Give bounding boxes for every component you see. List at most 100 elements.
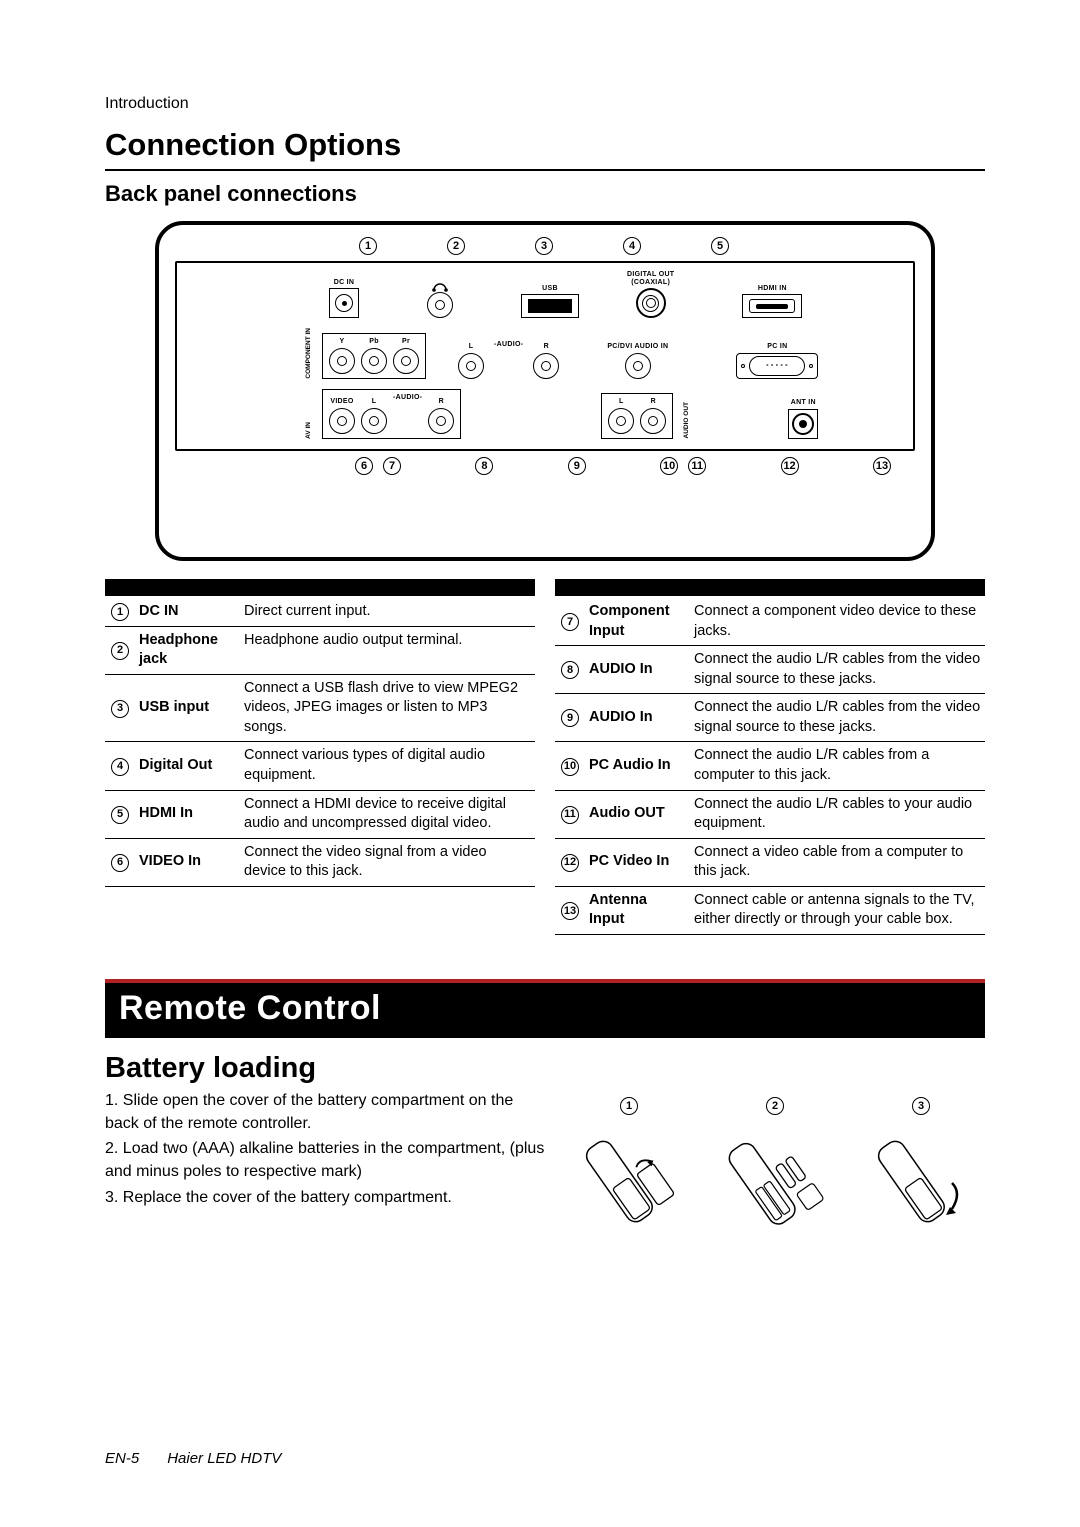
callout-num: 5	[711, 237, 729, 255]
table-row: 5 HDMI InConnect a HDMI device to receive…	[105, 790, 535, 838]
callout-num: 6	[355, 457, 373, 475]
row-num: 12	[561, 854, 579, 872]
callout-num: 2	[447, 237, 465, 255]
row-num: 1	[111, 603, 129, 621]
row-desc: Connect a component video device to thes…	[690, 598, 985, 646]
row-num: 2	[111, 642, 129, 660]
callout-num: 3	[535, 237, 553, 255]
row-desc: Connect a video cable from a computer to…	[690, 838, 985, 886]
battery-steps: 1. Slide open the cover of the battery c…	[105, 1089, 547, 1231]
port-label: R	[651, 398, 656, 406]
callout-num: 10	[660, 457, 678, 475]
callout-num: 9	[568, 457, 586, 475]
hdmi-port	[742, 294, 802, 318]
row-desc: Connect the audio L/R cables to your aud…	[690, 790, 985, 838]
av-ports: VIDEO L -AUDIO- R	[322, 389, 461, 439]
row-name: Audio OUT	[585, 790, 690, 838]
row-num: 8	[561, 661, 579, 679]
av-in-label: AV IN	[305, 422, 312, 439]
header-label: Introduction	[105, 95, 985, 113]
panel-top-numbers: 1 2 3 4 5	[175, 237, 915, 261]
row-name: PC Audio In	[585, 742, 690, 790]
callout-num: 8	[475, 457, 493, 475]
fig-num: 2	[766, 1097, 784, 1115]
row-desc: Connect the video signal from a video de…	[240, 838, 535, 886]
row-num: 3	[111, 700, 129, 718]
subtitle: Back panel connections	[105, 181, 985, 207]
fig-num: 3	[912, 1097, 930, 1115]
callout-num: 7	[383, 457, 401, 475]
antenna-port	[788, 409, 818, 439]
row-num: 13	[561, 902, 579, 920]
step: 2. Load two (AAA) alkaline batteries in …	[105, 1137, 547, 1183]
port-label: R	[544, 343, 549, 351]
usb-port	[521, 294, 579, 318]
table-header-bar	[105, 579, 535, 596]
digital-out-port	[636, 288, 666, 318]
row-desc: Connect cable or antenna signals to the …	[690, 886, 985, 934]
callout-num: 11	[688, 457, 706, 475]
audio-r-port	[533, 353, 559, 379]
row-desc: Direct current input.	[240, 598, 535, 626]
connections-left: 1DC INDirect current input.2Headphone ja…	[105, 598, 535, 887]
component-ports: Y Pb Pr	[322, 333, 426, 379]
row-desc: Connect a USB flash drive to view MPEG2 …	[240, 674, 535, 742]
row-name: PC Video In	[585, 838, 690, 886]
row-desc: Connect various types of digital audio e…	[240, 742, 535, 790]
panel-bottom-numbers: 6 7 8 9 10 11 12 13	[175, 451, 915, 475]
connections-table: 1DC INDirect current input.2Headphone ja…	[105, 579, 985, 935]
table-row: 7 Component InputConnect a component vide…	[555, 598, 985, 646]
fig-num: 1	[620, 1097, 638, 1115]
port-label: USB	[542, 285, 558, 293]
step: 3. Replace the cover of the battery comp…	[105, 1186, 547, 1209]
page-footer: EN-5 Haier LED HDTV	[105, 1450, 985, 1467]
audio-out-ports: L R	[601, 393, 673, 439]
row-desc: Connect a HDMI device to receive digital…	[240, 790, 535, 838]
audio-l-port	[458, 353, 484, 379]
port-label: ANT IN	[791, 399, 816, 407]
table-row: 6VIDEO InConnect the video signal from a…	[105, 838, 535, 886]
page-title: Connection Options	[105, 127, 985, 163]
port-label: L	[469, 343, 474, 351]
divider	[105, 169, 985, 171]
port-label: -AUDIO-	[393, 394, 422, 402]
table-row: 2Headphone jackHeadphone audio output te…	[105, 626, 535, 674]
port-label: R	[439, 398, 444, 406]
audio-out-label: AUDIO OUT	[683, 402, 690, 438]
port-label: PC/DVI AUDIO IN	[607, 343, 668, 351]
row-num: 5	[111, 806, 129, 824]
row-desc: Connect the audio L/R cables from the vi…	[690, 694, 985, 742]
row-name: Component Input	[585, 598, 690, 646]
battery-figures: 1 2	[565, 1089, 985, 1231]
port-label: DC IN	[334, 279, 355, 287]
row-desc: Connect the audio L/R cables from a comp…	[690, 742, 985, 790]
row-num: 10	[561, 758, 579, 776]
row-name: AUDIO In	[585, 694, 690, 742]
connections-right: 7 Component InputConnect a component vide…	[555, 598, 985, 935]
panel-ports: DC IN USB DIGITAL OUT(COAXIAL) HDMI IN C…	[175, 261, 915, 451]
table-row: 10 PC Audio InConnect the audio L/R cable…	[555, 742, 985, 790]
port-label: HDMI IN	[758, 285, 787, 293]
table-row: 13Antenna InputConnect cable or antenna …	[555, 886, 985, 934]
footer-text: Haier LED HDTV	[167, 1450, 281, 1467]
callout-num: 12	[781, 457, 799, 475]
row-name: HDMI In	[135, 790, 240, 838]
section-banner: Remote Control	[105, 979, 985, 1038]
pc-audio-port	[625, 353, 651, 379]
vga-port: ∘∘∘∘∘	[736, 353, 818, 379]
row-num: 7	[561, 613, 579, 631]
callout-num: 1	[359, 237, 377, 255]
page-number: EN-5	[105, 1450, 139, 1467]
table-row: 11 Audio OUTConnect the audio L/R cables …	[555, 790, 985, 838]
row-num: 11	[561, 806, 579, 824]
table-row: 3USB inputConnect a USB flash drive to v…	[105, 674, 535, 742]
table-row: 1DC INDirect current input.	[105, 598, 535, 626]
port-label: VIDEO	[330, 398, 353, 406]
component-in-label: COMPONENT IN	[305, 328, 312, 379]
callout-num: 4	[623, 237, 641, 255]
back-panel-diagram: 1 2 3 4 5 DC IN USB DIGITAL OUT(COAXIAL)…	[155, 221, 935, 561]
port-label: PC IN	[767, 343, 787, 351]
dc-in-port	[329, 288, 359, 318]
port-label: DIGITAL OUT(COAXIAL)	[627, 271, 674, 286]
remote-insert-icon	[720, 1121, 830, 1231]
